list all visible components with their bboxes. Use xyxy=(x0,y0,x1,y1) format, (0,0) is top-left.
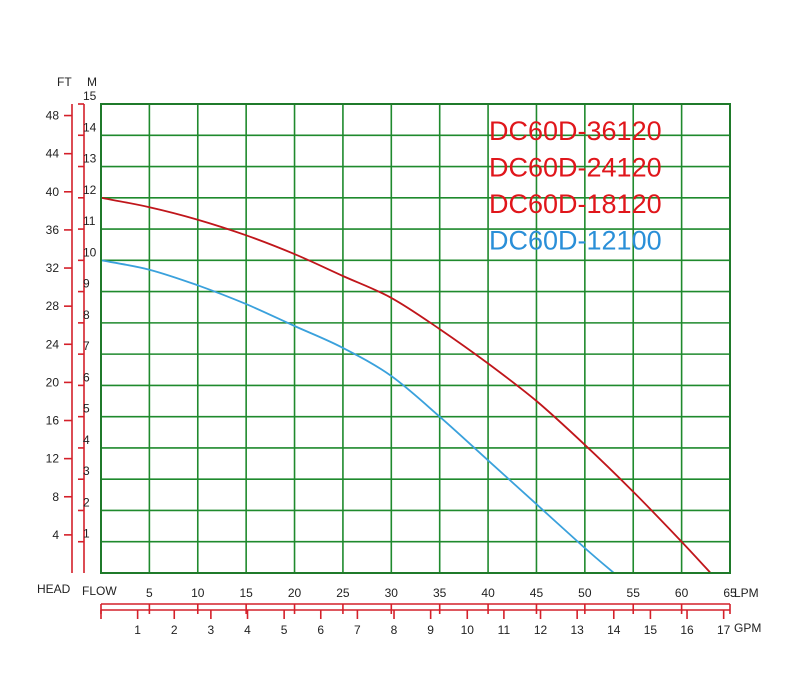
gpm-tick-label: 16 xyxy=(680,623,694,637)
gpm-tick-label: 5 xyxy=(281,623,288,637)
m-unit-label: M xyxy=(87,75,97,89)
lpm-tick-label: 60 xyxy=(675,586,689,600)
ft-tick-label: 48 xyxy=(46,109,60,123)
m-tick-label: 15 xyxy=(83,89,97,103)
m-tick-label: 10 xyxy=(83,245,97,259)
m-tick-label: 6 xyxy=(83,370,90,384)
gpm-tick-label: 2 xyxy=(171,623,178,637)
m-tick-label: 11 xyxy=(83,214,96,228)
gpm-tick-label: 17 xyxy=(717,623,731,637)
lpm-unit-label: LPM xyxy=(734,586,759,600)
m-tick-label: 3 xyxy=(83,464,90,478)
ft-tick-label: 40 xyxy=(46,185,60,199)
m-tick-label: 7 xyxy=(83,339,90,353)
gpm-tick-label: 12 xyxy=(534,623,548,637)
gpm-tick-label: 8 xyxy=(391,623,398,637)
axes: 4812162024283236404448123456789101112131… xyxy=(46,89,737,637)
ft-tick-label: 36 xyxy=(46,223,60,237)
flow-label: FLOW xyxy=(82,584,117,598)
gpm-tick-label: 1 xyxy=(134,623,141,637)
m-tick-label: 1 xyxy=(83,527,90,541)
gpm-tick-label: 14 xyxy=(607,623,621,637)
m-tick-label: 12 xyxy=(83,183,97,197)
grid xyxy=(101,104,730,573)
ft-tick-label: 28 xyxy=(46,299,60,313)
gpm-tick-label: 9 xyxy=(427,623,434,637)
m-tick-label: 8 xyxy=(83,308,90,322)
curves xyxy=(100,196,712,574)
ft-tick-label: 16 xyxy=(46,414,60,428)
lpm-tick-label: 15 xyxy=(239,586,253,600)
lpm-tick-label: 55 xyxy=(627,586,641,600)
ft-tick-label: 44 xyxy=(46,147,60,161)
lpm-tick-label: 25 xyxy=(336,586,350,600)
ft-tick-label: 20 xyxy=(46,375,60,389)
gpm-tick-label: 3 xyxy=(208,623,215,637)
legend-entry: DC60D-18120 xyxy=(489,189,662,219)
m-tick-label: 14 xyxy=(83,120,97,134)
gpm-tick-label: 6 xyxy=(317,623,324,637)
lpm-tick-label: 5 xyxy=(146,586,153,600)
lpm-tick-label: 30 xyxy=(385,586,399,600)
plot-frame xyxy=(100,103,731,574)
lpm-tick-label: 50 xyxy=(578,586,592,600)
m-tick-label: 5 xyxy=(83,402,90,416)
gpm-tick-label: 10 xyxy=(461,623,475,637)
ft-tick-label: 12 xyxy=(46,452,60,466)
ft-unit-label: FT xyxy=(57,75,72,89)
ft-tick-label: 24 xyxy=(46,337,60,351)
legend-entry: DC60D-12100 xyxy=(489,226,662,256)
gpm-tick-label: 7 xyxy=(354,623,361,637)
gpm-tick-label: 15 xyxy=(644,623,658,637)
lpm-tick-label: 40 xyxy=(481,586,495,600)
lpm-tick-label: 35 xyxy=(433,586,447,600)
ft-tick-label: 4 xyxy=(52,528,59,542)
gpm-tick-label: 4 xyxy=(244,623,251,637)
series-line-1 xyxy=(100,259,615,574)
head-label: HEAD xyxy=(37,582,71,596)
m-tick-label: 9 xyxy=(83,277,90,291)
lpm-tick-label: 20 xyxy=(288,586,302,600)
m-tick-label: 4 xyxy=(83,433,90,447)
gpm-unit-label: GPM xyxy=(734,621,761,635)
legend: DC60D-36120 DC60D-24120 DC60D-18120 DC60D-1… xyxy=(489,116,662,256)
ft-tick-label: 32 xyxy=(46,261,60,275)
gpm-tick-label: 13 xyxy=(570,623,584,637)
ft-tick-label: 8 xyxy=(52,490,59,504)
legend-entry: DC60D-24120 xyxy=(489,153,662,183)
m-tick-label: 2 xyxy=(83,495,90,509)
legend-entry: DC60D-36120 xyxy=(489,116,662,146)
lpm-tick-label: 10 xyxy=(191,586,205,600)
gpm-tick-label: 11 xyxy=(498,623,511,637)
lpm-tick-label: 65 xyxy=(723,586,737,600)
m-tick-label: 13 xyxy=(83,152,97,166)
series-line-0 xyxy=(100,196,712,574)
lpm-tick-label: 45 xyxy=(530,586,544,600)
